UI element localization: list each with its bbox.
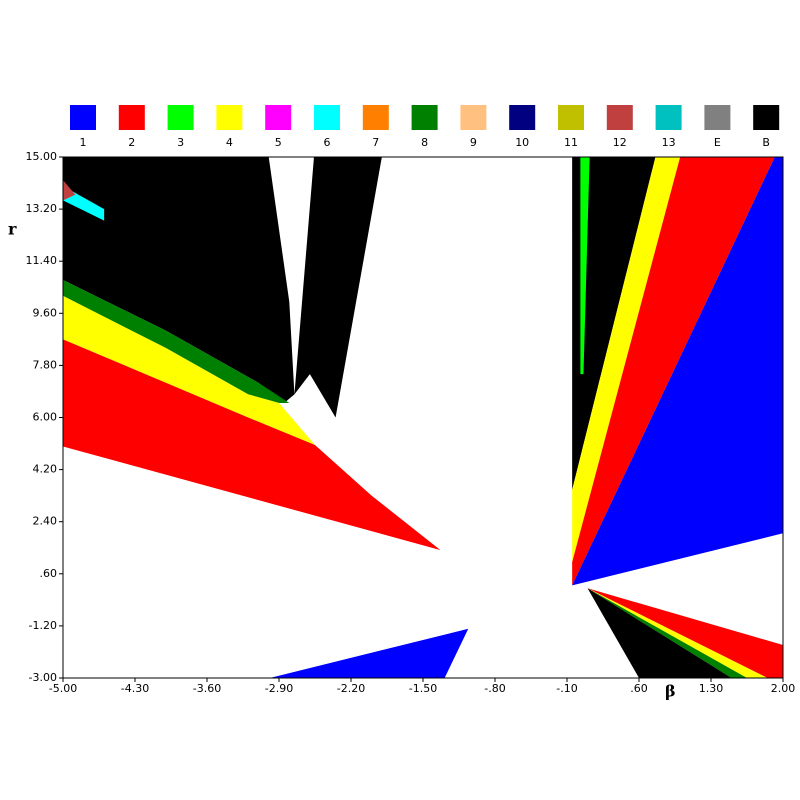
y-tick-label: 2.40	[33, 515, 58, 528]
legend-label: 12	[613, 136, 627, 149]
region	[587, 588, 768, 678]
region	[63, 157, 295, 404]
legend-swatch	[558, 105, 584, 130]
region	[294, 157, 382, 418]
x-tick-label: -5.00	[49, 682, 77, 695]
region	[63, 295, 315, 445]
region	[587, 588, 747, 678]
legend-swatch	[509, 105, 536, 130]
y-tick-label: -1.20	[29, 619, 57, 632]
legend-swatch	[704, 105, 731, 130]
x-tick-label: -3.60	[193, 682, 221, 695]
x-tick-label: 2.00	[771, 682, 796, 695]
legend-label: 5	[275, 136, 282, 149]
legend-swatch	[167, 105, 194, 130]
legend-label: 6	[324, 136, 331, 149]
x-tick-label: -1.50	[409, 682, 437, 695]
legend-swatch	[314, 105, 340, 130]
x-tick-label: -.80	[484, 682, 505, 695]
x-tick-label: 1.30	[699, 682, 724, 695]
y-axis-label: r	[8, 220, 17, 239]
region	[580, 157, 590, 375]
legend-swatch	[753, 105, 780, 130]
legend-swatch	[655, 105, 682, 130]
x-tick-label: -4.30	[121, 682, 149, 695]
legend-swatch	[216, 105, 243, 130]
region	[572, 157, 656, 490]
y-tick-label: 6.00	[33, 411, 58, 424]
y-tick-label: 13.20	[26, 202, 58, 215]
legend-label: 3	[177, 136, 184, 149]
x-tick-label: -2.90	[265, 682, 293, 695]
region	[63, 180, 76, 201]
y-tick-label: 9.60	[33, 306, 58, 319]
legend-swatch	[411, 105, 438, 130]
legend-label: 10	[515, 136, 529, 149]
legend-label: 11	[564, 136, 578, 149]
y-tick-label: .60	[40, 567, 58, 580]
legend-label: 7	[372, 136, 379, 149]
legend-swatch	[265, 105, 292, 130]
region	[63, 339, 441, 551]
legend-label: 4	[226, 136, 233, 149]
region	[587, 588, 783, 678]
legend-swatch	[606, 105, 633, 130]
y-tick-label: 15.00	[26, 150, 58, 163]
region	[269, 628, 469, 678]
x-tick-label: .60	[630, 682, 648, 695]
y-tick-label: 7.80	[33, 358, 58, 371]
legend-label: E	[714, 136, 721, 149]
region	[572, 157, 783, 586]
legend-label: 2	[128, 136, 135, 149]
legend-swatch	[460, 105, 487, 130]
x-tick-label: -.10	[556, 682, 577, 695]
y-tick-label: 4.20	[33, 463, 58, 476]
legend-label: 13	[662, 136, 676, 149]
legend-label: 1	[80, 136, 87, 149]
y-tick-label: -3.00	[29, 671, 57, 684]
x-axis-label: β	[665, 682, 676, 701]
legend-label: 8	[421, 136, 428, 149]
region	[587, 588, 732, 678]
legend-swatch	[70, 105, 96, 130]
region	[63, 280, 290, 404]
legend-label: B	[762, 136, 770, 149]
x-tick-label: -2.20	[337, 682, 365, 695]
legend-label: 9	[470, 136, 477, 149]
y-tick-label: 11.40	[26, 254, 58, 267]
legend-swatch	[118, 105, 145, 130]
legend-swatch	[362, 105, 389, 130]
